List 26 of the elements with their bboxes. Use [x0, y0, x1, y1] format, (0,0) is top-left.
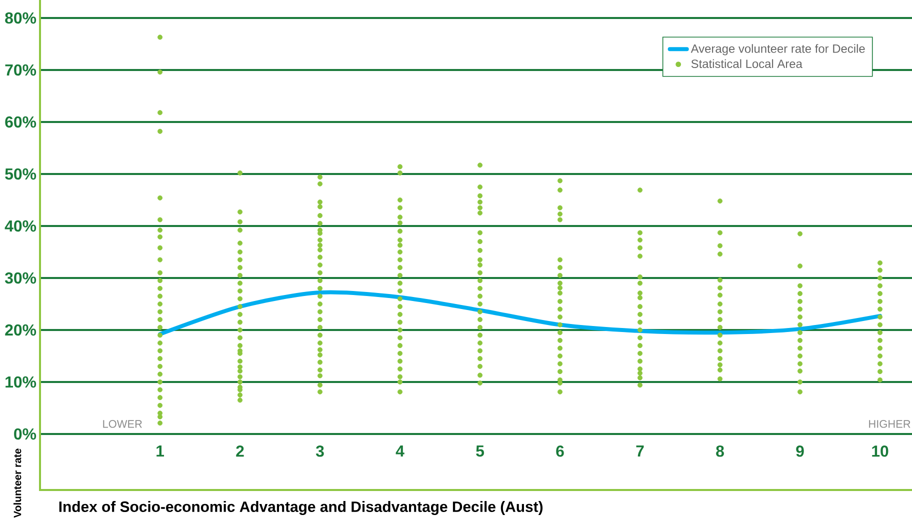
annotation: HIGHER [869, 420, 910, 428]
x-tick-label: 10 [872, 446, 888, 457]
y-tick-label: 10% [6, 376, 36, 388]
x-tick-label: 6 [556, 446, 564, 457]
y-tick-label: 0% [14, 428, 36, 440]
x-axis-title: Index of Socio-economic Advantage and Disadvantage Decile (Aust) [59, 501, 543, 516]
x-tick-label: 9 [796, 446, 804, 457]
y-tick-label: 80% [5, 12, 36, 24]
y-tick-label: 40% [4, 220, 36, 232]
legend-label: Average volunteer rate for Decile [690, 44, 865, 56]
x-tick-label: 3 [316, 446, 324, 457]
y-tick-label: 70% [5, 64, 36, 76]
y-tick-label: 30% [4, 272, 36, 284]
x-tick-label: 2 [236, 446, 244, 457]
line-series [158, 290, 882, 336]
x-tick-label: 4 [396, 446, 404, 456]
annotation: LOWER [103, 420, 142, 428]
y-tick-label: 20% [5, 324, 36, 336]
x-tick-label: 5 [476, 446, 484, 457]
x-tick-label: 8 [716, 446, 724, 457]
y-tick-label: 50% [5, 168, 36, 180]
y-axis-title: Volunteer rate [14, 448, 22, 518]
y-tick-label: 60% [5, 116, 36, 128]
legend-label: Statistical Local Area [691, 59, 802, 68]
x-tick-label: 7 [636, 446, 644, 456]
x-tick-label: 1 [156, 446, 164, 456]
